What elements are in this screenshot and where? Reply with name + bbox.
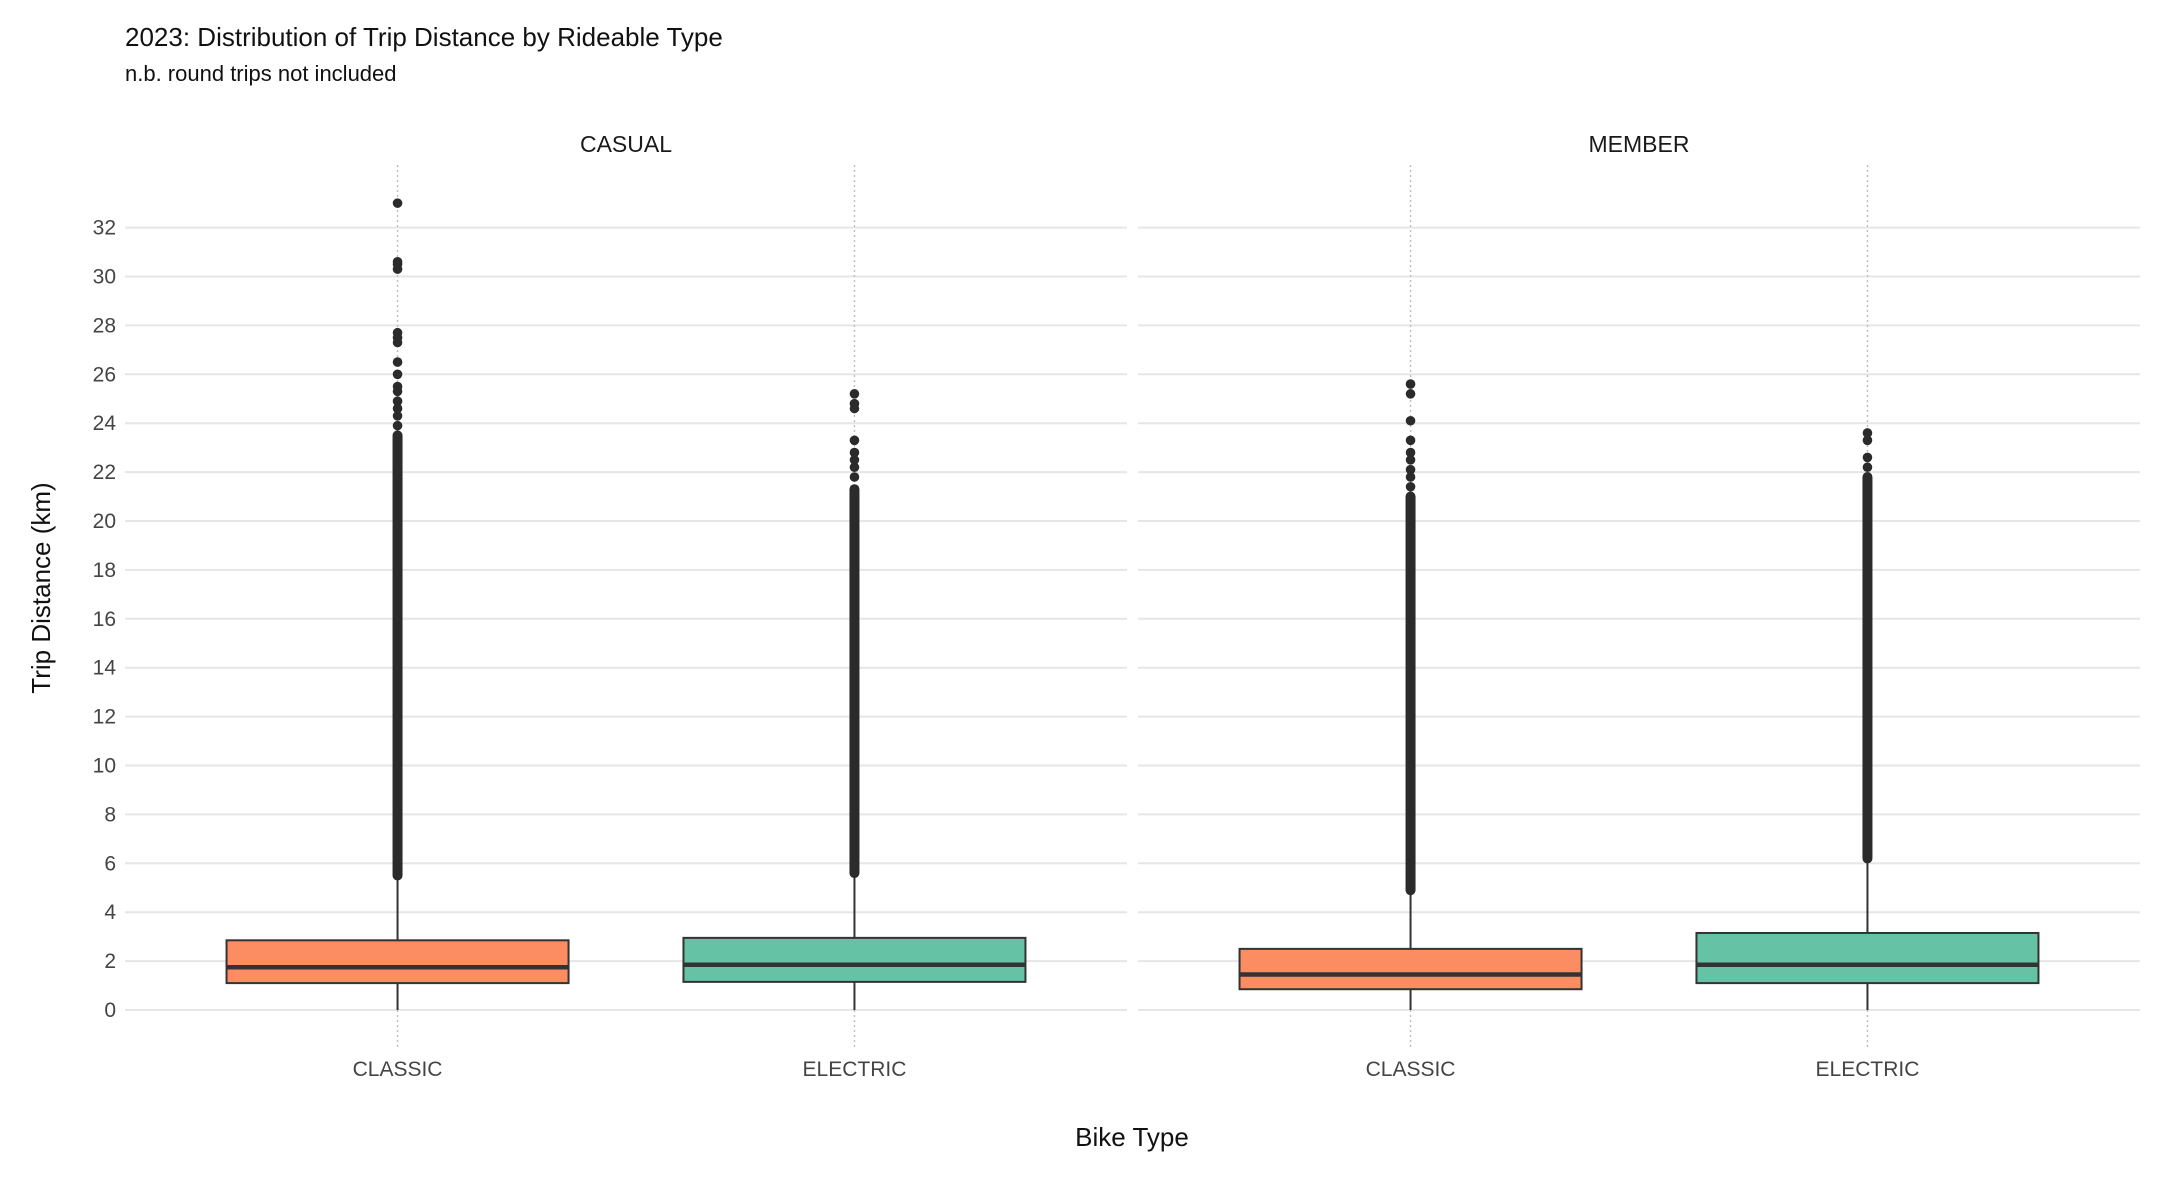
outlier-point-member-classic (1405, 447, 1416, 458)
y-tick-label: 8 (104, 803, 116, 826)
outlier-point-casual-electric (849, 389, 860, 399)
y-tick-label: 16 (93, 608, 116, 631)
x-axis-title: Bike Type (1075, 1122, 1189, 1152)
y-tick-label: 26 (93, 363, 116, 386)
y-tick-label: 30 (93, 266, 116, 289)
chart-title: 2023: Distribution of Trip Distance by R… (125, 22, 723, 52)
box-member-classic (1238, 947, 1583, 991)
outlier-point-casual-classic (392, 420, 403, 431)
outlier-point-member-classic (1405, 435, 1416, 446)
y-tick-label: 22 (93, 461, 116, 484)
box-casual-electric (682, 936, 1027, 983)
outlier-point-casual-electric (849, 455, 860, 465)
outlier-point-casual-classic (392, 396, 403, 406)
outlier-point-member-classic (1405, 472, 1416, 482)
outlier-point-casual-classic (392, 381, 403, 392)
outlier-point-casual-electric (849, 447, 860, 458)
y-tick-label: 32 (93, 217, 116, 240)
y-tick-label: 2 (104, 950, 116, 973)
box-casual-classic (225, 939, 570, 985)
outlier-point-member-electric (1862, 452, 1873, 463)
outlier-point-member-classic (1405, 389, 1416, 399)
y-tick-label: 10 (93, 755, 116, 778)
y-tick-label: 4 (104, 901, 116, 924)
outlier-point-member-electric (1862, 435, 1873, 446)
outlier-point-casual-classic (392, 357, 403, 367)
outlier-point-member-classic (1405, 455, 1416, 465)
y-tick-label: 12 (93, 706, 116, 729)
outlier-point-member-electric (1862, 462, 1873, 473)
outlier-point-member-electric (1862, 428, 1873, 438)
y-tick-label: 24 (93, 412, 117, 435)
box-member-electric (1695, 931, 2040, 985)
y-tick-label: 6 (104, 852, 116, 875)
outlier-point-casual-classic (392, 369, 403, 380)
outlier-point-casual-classic (392, 257, 403, 267)
x-tick-label: ELECTRIC (1816, 1058, 1920, 1081)
outlier-point-casual-classic (392, 411, 403, 421)
x-tick-label: CLASSIC (1366, 1058, 1456, 1081)
outlier-point-casual-electric (849, 472, 860, 482)
outlier-point-member-classic (1405, 481, 1416, 492)
x-tick-label: CLASSIC (353, 1058, 443, 1081)
outlier-point-casual-classic (392, 198, 403, 208)
facet-label-casual: CASUAL (580, 131, 672, 157)
y-axis-title: Trip Distance (km) (26, 482, 56, 693)
outlier-point-casual-electric (849, 398, 860, 409)
y-tick-label: 18 (93, 559, 116, 582)
outlier-point-member-classic (1405, 415, 1416, 426)
outlier-point-casual-classic (392, 327, 403, 338)
outlier-point-member-classic (1405, 464, 1416, 475)
outlier-point-casual-classic (392, 403, 403, 414)
y-tick-label: 14 (93, 657, 117, 680)
chart-subtitle: n.b. round trips not included (125, 61, 397, 86)
facet-label-member: MEMBER (1589, 131, 1690, 157)
outlier-point-casual-electric (849, 462, 860, 473)
y-tick-label: 20 (93, 510, 116, 533)
y-tick-label: 28 (93, 314, 116, 337)
outlier-point-casual-electric (849, 435, 860, 446)
outlier-point-member-classic (1405, 379, 1416, 389)
x-tick-label: ELECTRIC (803, 1058, 907, 1081)
y-tick-label: 0 (104, 999, 116, 1022)
